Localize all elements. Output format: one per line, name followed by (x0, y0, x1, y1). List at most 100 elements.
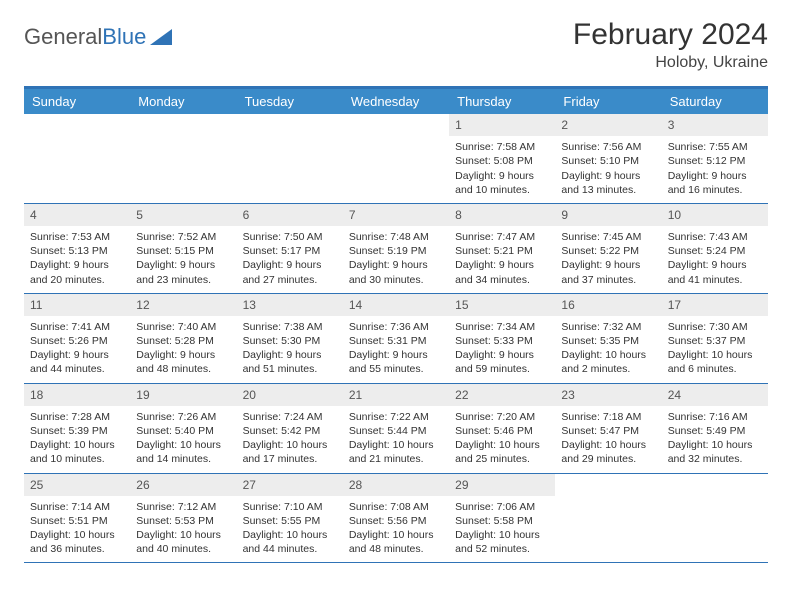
day-number: 17 (662, 294, 768, 316)
daylight-line: Daylight: 9 hours and 59 minutes. (455, 348, 549, 376)
sunset-line: Sunset: 5:24 PM (668, 244, 762, 258)
day-number: 11 (24, 294, 130, 316)
daylight-line: Daylight: 9 hours and 55 minutes. (349, 348, 443, 376)
day-cell: 8 Sunrise: 7:47 AMSunset: 5:21 PMDaylight… (449, 204, 555, 293)
sunset-line: Sunset: 5:42 PM (243, 424, 337, 438)
weekday-header: Tuesday (237, 89, 343, 114)
sunrise-line: Sunrise: 7:58 AM (455, 140, 549, 154)
sunrise-line: Sunrise: 7:40 AM (136, 320, 230, 334)
day-number: 9 (555, 204, 661, 226)
logo-text-general: General (24, 24, 102, 50)
week-row: 11 Sunrise: 7:41 AMSunset: 5:26 PM Dayligh… (24, 294, 768, 384)
daylight-line: Daylight: 9 hours and 30 minutes. (349, 258, 443, 286)
daylight-line: Daylight: 9 hours and 48 minutes. (136, 348, 230, 376)
day-number: 13 (237, 294, 343, 316)
sunrise-line: Sunrise: 7:28 AM (30, 410, 124, 424)
daylight-line: Daylight: 9 hours and 20 minutes. (30, 258, 124, 286)
sunset-line: Sunset: 5:10 PM (561, 154, 655, 168)
sunrise-line: Sunrise: 7:56 AM (561, 140, 655, 154)
day-number: 5 (130, 204, 236, 226)
day-number: 10 (662, 204, 768, 226)
day-cell: 24Sunrise: 7:16 AMSunset: 5:49 PMDayligh… (662, 384, 768, 473)
day-cell: 5Sunrise: 7:52 AMSunset: 5:15 PMDaylight… (130, 204, 236, 293)
day-cell: 3Sunrise: 7:55 AMSunset: 5:12 PMDaylight… (662, 114, 768, 203)
sunrise-line: Sunrise: 7:53 AM (30, 230, 124, 244)
sunset-line: Sunset: 5:15 PM (136, 244, 230, 258)
daylight-line: Daylight: 10 hours and 14 minutes. (136, 438, 230, 466)
sunset-line: Sunset: 5:33 PM (455, 334, 549, 348)
daylight-line: Daylight: 9 hours and 41 minutes. (668, 258, 762, 286)
daylight-line: Daylight: 9 hours and 13 minutes. (561, 169, 655, 197)
day-number: 8 (449, 204, 555, 226)
weekday-header: Friday (555, 89, 661, 114)
sunset-line: Sunset: 5:55 PM (243, 514, 337, 528)
day-number: 4 (24, 204, 130, 226)
sunset-line: Sunset: 5:26 PM (30, 334, 124, 348)
sunset-line: Sunset: 5:47 PM (561, 424, 655, 438)
sunrise-line: Sunrise: 7:24 AM (243, 410, 337, 424)
day-number: 23 (555, 384, 661, 406)
daylight-line: Daylight: 10 hours and 21 minutes. (349, 438, 443, 466)
calendar: SundayMondayTuesdayWednesdayThursdayFrid… (24, 86, 768, 563)
sunset-line: Sunset: 5:35 PM (561, 334, 655, 348)
day-cell: 9Sunrise: 7:45 AMSunset: 5:22 PMDaylight… (555, 204, 661, 293)
day-cell: 22Sunrise: 7:20 AMSunset: 5:46 PMDayligh… (449, 384, 555, 473)
location-label: Holoby, Ukraine (573, 54, 768, 72)
sunset-line: Sunset: 5:58 PM (455, 514, 549, 528)
sunrise-line: Sunrise: 7:08 AM (349, 500, 443, 514)
sunrise-line: Sunrise: 7:48 AM (349, 230, 443, 244)
sunset-line: Sunset: 5:46 PM (455, 424, 549, 438)
sunset-line: Sunset: 5:19 PM (349, 244, 443, 258)
day-number: 6 (237, 204, 343, 226)
day-number: 26 (130, 474, 236, 496)
sunrise-line: Sunrise: 7:34 AM (455, 320, 549, 334)
daylight-line: Daylight: 9 hours and 10 minutes. (455, 169, 549, 197)
daylight-line: Daylight: 10 hours and 17 minutes. (243, 438, 337, 466)
daylight-line: Daylight: 9 hours and 34 minutes. (455, 258, 549, 286)
weekday-header: Sunday (24, 89, 130, 114)
day-cell: 7Sunrise: 7:48 AMSunset: 5:19 PMDaylight… (343, 204, 449, 293)
daylight-line: Daylight: 10 hours and 10 minutes. (30, 438, 124, 466)
sunset-line: Sunset: 5:49 PM (668, 424, 762, 438)
day-cell: 29Sunrise: 7:06 AMSunset: 5:58 PMDayligh… (449, 474, 555, 563)
day-number: 21 (343, 384, 449, 406)
sunset-line: Sunset: 5:21 PM (455, 244, 549, 258)
month-title: February 2024 (573, 18, 768, 52)
day-cell: 28Sunrise: 7:08 AMSunset: 5:56 PMDayligh… (343, 474, 449, 563)
sunset-line: Sunset: 5:44 PM (349, 424, 443, 438)
daylight-line: Daylight: 9 hours and 37 minutes. (561, 258, 655, 286)
day-cell: 26 Sunrise: 7:12 AMSunset: 5:53 PMDayligh… (130, 474, 236, 563)
day-cell (237, 114, 343, 203)
weekday-header: Monday (130, 89, 236, 114)
sunset-line: Sunset: 5:53 PM (136, 514, 230, 528)
day-cell: 20 Sunrise: 7:24 AMSunset: 5:42 PMDayligh… (237, 384, 343, 473)
sunrise-line: Sunrise: 7:36 AM (349, 320, 443, 334)
weekday-header: Wednesday (343, 89, 449, 114)
day-number: 20 (237, 384, 343, 406)
day-cell: 10 Sunrise: 7:43 AMSunset: 5:24 PMDayligh… (662, 204, 768, 293)
week-row: 4Sunrise: 7:53 AMSunset: 5:13 PMDaylight… (24, 204, 768, 294)
day-number: 28 (343, 474, 449, 496)
day-cell: 18Sunrise: 7:28 AMSunset: 5:39 PMDayligh… (24, 384, 130, 473)
sunrise-line: Sunrise: 7:14 AM (30, 500, 124, 514)
sunrise-line: Sunrise: 7:12 AM (136, 500, 230, 514)
daylight-line: Daylight: 10 hours and 52 minutes. (455, 528, 549, 556)
sunrise-line: Sunrise: 7:22 AM (349, 410, 443, 424)
sunrise-line: Sunrise: 7:45 AM (561, 230, 655, 244)
weekday-header: Saturday (662, 89, 768, 114)
sunrise-line: Sunrise: 7:41 AM (30, 320, 124, 334)
sunset-line: Sunset: 5:51 PM (30, 514, 124, 528)
sunrise-line: Sunrise: 7:38 AM (243, 320, 337, 334)
daylight-line: Daylight: 10 hours and 29 minutes. (561, 438, 655, 466)
title-block: February 2024 Holoby, Ukraine (573, 18, 768, 72)
sunrise-line: Sunrise: 7:47 AM (455, 230, 549, 244)
sunrise-line: Sunrise: 7:32 AM (561, 320, 655, 334)
sunrise-line: Sunrise: 7:26 AM (136, 410, 230, 424)
sunset-line: Sunset: 5:30 PM (243, 334, 337, 348)
sunrise-line: Sunrise: 7:43 AM (668, 230, 762, 244)
week-row: 25Sunrise: 7:14 AMSunset: 5:51 PMDayligh… (24, 474, 768, 564)
daylight-line: Daylight: 10 hours and 40 minutes. (136, 528, 230, 556)
sunrise-line: Sunrise: 7:55 AM (668, 140, 762, 154)
day-cell: 23Sunrise: 7:18 AMSunset: 5:47 PMDayligh… (555, 384, 661, 473)
day-cell (130, 114, 236, 203)
